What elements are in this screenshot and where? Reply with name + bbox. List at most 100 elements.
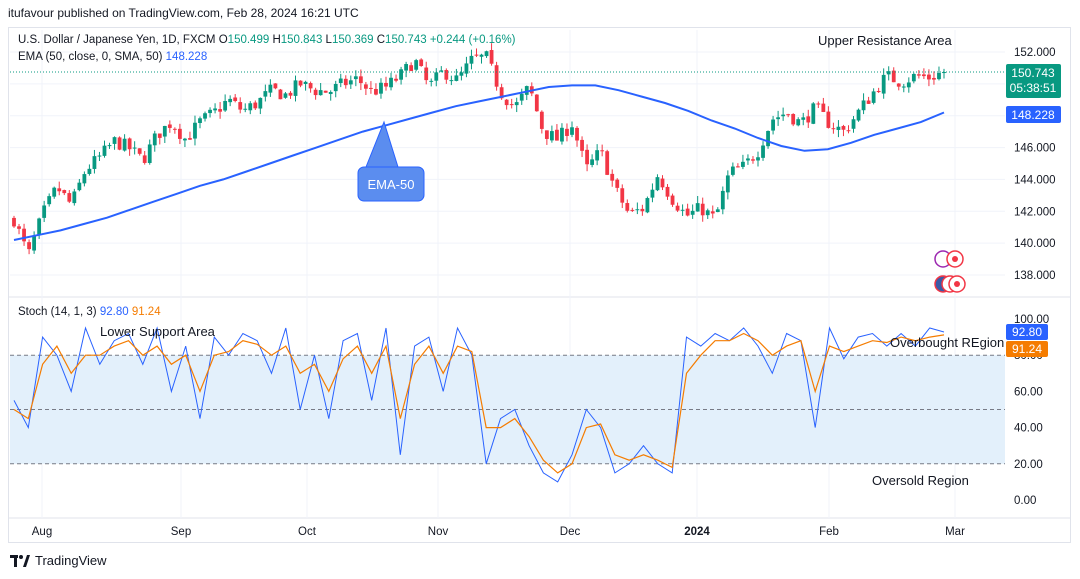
candle-body: [62, 190, 67, 194]
candle-body: [37, 218, 42, 236]
time-tick-label: Oct: [298, 526, 317, 538]
oversold-label: Oversold Region: [872, 473, 969, 488]
candle-body: [866, 100, 871, 104]
candle-body: [348, 80, 353, 85]
candle-body: [600, 150, 605, 152]
price-legend: U.S. Dollar / Japanese Yen, 1D, FXCM O15…: [18, 34, 516, 46]
stoch-tick-label: 40.00: [1014, 423, 1043, 435]
candle-body: [353, 76, 358, 80]
candle-body: [358, 76, 363, 84]
candle-body: [851, 119, 856, 129]
tradingview-brand[interactable]: TradingView: [10, 553, 107, 568]
candle-body: [730, 166, 735, 175]
candle-body: [901, 86, 906, 88]
stoch-d-badge: 91.24: [1006, 341, 1048, 357]
candle-body: [97, 155, 102, 157]
price-tick-label: 146.000: [1014, 143, 1056, 155]
candle-body: [469, 55, 474, 64]
open-value: 150.499: [227, 34, 270, 46]
ema-label[interactable]: EMA (50, close, 0, SMA, 50): [18, 51, 163, 63]
candle-body: [338, 78, 343, 84]
candle-body: [479, 54, 484, 57]
candle-body: [183, 138, 187, 141]
candle-body: [87, 168, 92, 174]
candle-body: [434, 72, 439, 81]
candle-body: [906, 82, 911, 88]
publish-caption: itufavour published on TradingView.com, …: [8, 6, 359, 20]
ema-callout[interactable]: EMA-50: [357, 120, 425, 202]
candle-body: [811, 103, 816, 124]
candle-body: [258, 97, 263, 109]
candle-body: [856, 109, 861, 121]
candle-body: [298, 80, 303, 86]
candle-body: [932, 77, 936, 80]
candle-body: [454, 75, 459, 81]
candle-body: [660, 178, 665, 188]
candle-body: [253, 102, 258, 109]
candle-body: [333, 83, 338, 92]
stoch-d-line: [13, 332, 945, 474]
candle-body: [891, 70, 896, 83]
candle-body: [630, 209, 635, 211]
candle-body: [414, 60, 419, 70]
stoch-label[interactable]: Stoch (14, 1, 3): [18, 306, 97, 318]
candle-body: [208, 109, 212, 114]
candle-body: [927, 74, 931, 80]
candle-body: [645, 198, 650, 213]
candle-body: [419, 59, 424, 66]
time-tick-label: Aug: [32, 526, 52, 538]
last-price-value: 150.743: [1011, 66, 1055, 80]
price-tick-label: 138.000: [1014, 270, 1056, 282]
candle-body: [937, 72, 941, 80]
stoch-k-value: 92.80: [99, 306, 129, 318]
candle-body: [459, 72, 464, 76]
candle-body: [92, 156, 97, 169]
candle-body: [152, 133, 157, 146]
symbol-name[interactable]: U.S. Dollar / Japanese Yen, 1D, FXCM: [18, 34, 216, 46]
candle-body: [399, 69, 403, 80]
us-jp-flags-icon[interactable]: [934, 275, 966, 293]
candle-body: [570, 127, 574, 135]
candle-body: [921, 74, 926, 77]
time-tick-label: Mar: [945, 526, 965, 538]
candle-body: [233, 97, 238, 102]
candle-body: [690, 210, 695, 215]
candle-body: [746, 158, 750, 161]
stoch-tick-label: 60.00: [1014, 386, 1043, 398]
candle-body: [243, 108, 248, 110]
candle-body: [167, 124, 172, 128]
candle-body: [876, 90, 881, 93]
candle-body: [42, 205, 47, 218]
candle-body: [670, 195, 675, 205]
stoch-tick-label: 100.00: [1014, 314, 1049, 326]
candle-body: [409, 65, 414, 71]
pinned-indicator-icon[interactable]: [934, 250, 964, 268]
candle-body: [22, 228, 26, 242]
stoch-d-badge-value: 91.24: [1012, 342, 1042, 356]
candle-body: [781, 114, 786, 117]
candle-body: [283, 93, 288, 98]
candle-body: [213, 108, 217, 111]
candle-body: [328, 91, 333, 95]
candle-body: [293, 80, 298, 96]
candle-body: [615, 179, 620, 188]
time-tick-label: Feb: [819, 526, 839, 538]
candle-body: [766, 130, 770, 147]
candle-body: [942, 72, 946, 74]
stoch-d-value: 91.24: [131, 306, 161, 318]
candle-body: [449, 80, 454, 82]
candle-body: [343, 78, 348, 86]
candle-body: [193, 122, 197, 139]
candle-body: [585, 149, 589, 165]
last-price-badge-bg: [1006, 64, 1061, 98]
chart-frame: [8, 27, 1071, 543]
candle-body: [203, 113, 207, 119]
candle-body: [735, 166, 740, 168]
candle-body: [17, 226, 21, 229]
candle-body: [82, 174, 87, 184]
candle-body: [846, 130, 851, 132]
candle-body: [32, 236, 37, 251]
candle-body: [595, 150, 600, 161]
candle-body: [821, 103, 826, 112]
